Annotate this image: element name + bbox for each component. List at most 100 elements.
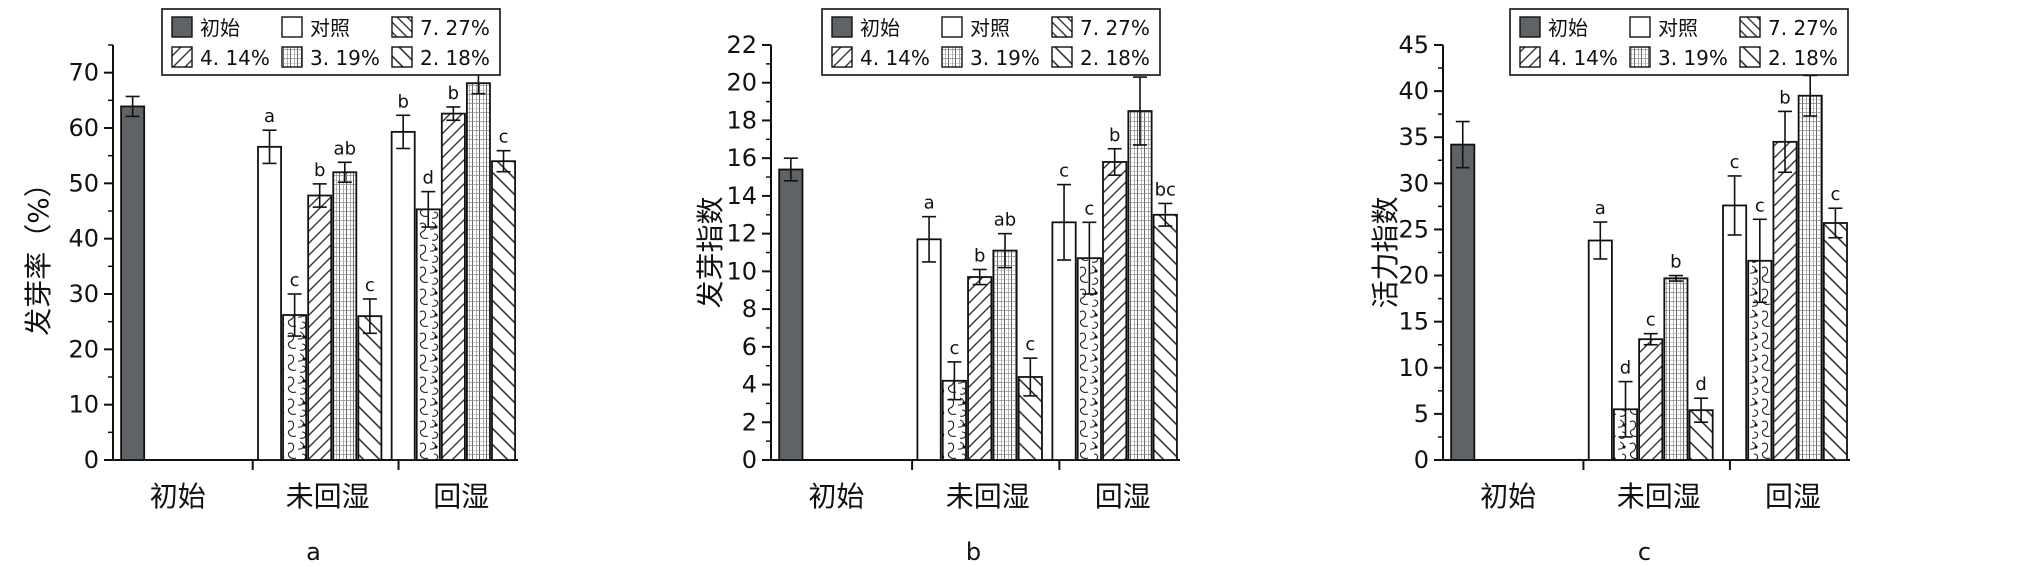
legend-swatch <box>941 46 963 68</box>
legend-swatch <box>1629 16 1651 38</box>
x-category-label: 初始 <box>808 480 864 513</box>
y-tick-label: 0 <box>742 446 757 474</box>
bar <box>440 112 466 461</box>
legend-swatch <box>1739 46 1761 68</box>
y-tick-label: 10 <box>1398 354 1429 382</box>
y-tick-label: 60 <box>68 114 99 142</box>
bar <box>120 105 146 461</box>
legend-entry-label: 2. 18% <box>1080 46 1150 70</box>
legend-entry-label: 初始 <box>200 16 240 40</box>
bar <box>1722 204 1748 461</box>
y-tick-label: 30 <box>1398 169 1429 197</box>
x-category-label: 回湿 <box>1095 480 1151 513</box>
significance-label: c <box>949 338 959 359</box>
legend-entry-label: 7. 27% <box>420 16 490 40</box>
significance-label: c <box>1730 152 1740 173</box>
legend-entry-label: 4. 14% <box>200 46 270 70</box>
significance-label: a <box>924 193 935 214</box>
significance-label: c <box>499 127 509 148</box>
y-tick-label: 50 <box>68 169 99 197</box>
bar <box>1772 140 1798 461</box>
legend-swatch <box>1739 16 1761 38</box>
bar <box>415 208 441 461</box>
legend-entry-label: 初始 <box>860 16 900 40</box>
legend-entry-label: 3. 19% <box>970 46 1040 70</box>
y-tick-label: 0 <box>1414 446 1429 474</box>
bar <box>465 82 491 461</box>
panel-label: c <box>1638 538 1651 566</box>
significance-label: b <box>1779 87 1790 108</box>
legend-entry-label: 3. 19% <box>1658 46 1728 70</box>
y-tick-label: 15 <box>1398 308 1429 336</box>
x-category-label: 未回湿 <box>1617 480 1701 513</box>
significance-label: d <box>423 168 434 189</box>
chart-panel-a: 010203040506070发芽率（%）初始未回湿回湿acbabcbdbaca… <box>22 8 518 566</box>
significance-label: a <box>1595 198 1606 219</box>
significance-label: b <box>397 91 408 112</box>
legend-swatch <box>281 16 303 38</box>
legend-entry-label: 7. 27% <box>1080 16 1150 40</box>
bar <box>1663 277 1689 461</box>
significance-label: bc <box>1155 179 1176 200</box>
x-category-label: 初始 <box>150 480 206 513</box>
legend-swatch <box>281 46 303 68</box>
bar <box>307 194 333 461</box>
y-tick-label: 18 <box>726 106 757 134</box>
x-category-label: 回湿 <box>433 480 489 513</box>
legend-entry-label: 初始 <box>1548 16 1588 40</box>
legend-swatch <box>171 16 193 38</box>
legend-swatch <box>1519 46 1541 68</box>
significance-label: b <box>974 245 985 266</box>
y-axis-title: 发芽指数 <box>694 196 727 308</box>
legend-swatch <box>831 16 853 38</box>
legend-entry-label: 2. 18% <box>1768 46 1838 70</box>
y-tick-label: 70 <box>68 59 99 87</box>
legend-entry-label: 对照 <box>1658 16 1698 40</box>
y-tick-label: 12 <box>726 220 757 248</box>
significance-label: c <box>1755 195 1765 216</box>
significance-label: d <box>1695 374 1706 395</box>
significance-label: c <box>1059 161 1069 182</box>
significance-label: ab <box>334 138 356 159</box>
x-category-label: 未回湿 <box>946 480 1030 513</box>
legend-entry-label: 7. 27% <box>1768 16 1838 40</box>
y-tick-label: 0 <box>84 446 99 474</box>
y-tick-label: 20 <box>68 335 99 363</box>
legend-box <box>161 8 501 76</box>
bar <box>1127 110 1153 461</box>
legend-swatch <box>941 16 963 38</box>
y-tick-label: 5 <box>1414 400 1429 428</box>
legend-entry-label: 对照 <box>970 16 1010 40</box>
significance-label: b <box>1670 252 1681 273</box>
y-tick-label: 40 <box>68 225 99 253</box>
legend: 初始 对照 7. 27% 4. 14% 3. 19% 2. 18% <box>1509 8 1849 76</box>
x-category-label: 未回湿 <box>286 480 370 513</box>
significance-label: c <box>365 275 375 296</box>
significance-label: b <box>314 160 325 181</box>
legend-swatch <box>391 16 413 38</box>
legend-box <box>821 8 1161 76</box>
y-tick-label: 4 <box>742 371 757 399</box>
bar <box>1797 94 1823 461</box>
bar <box>390 130 416 461</box>
bar <box>1450 143 1476 461</box>
legend-swatch <box>1051 46 1073 68</box>
bar <box>357 315 383 461</box>
y-tick-label: 30 <box>68 280 99 308</box>
y-tick-label: 20 <box>726 69 757 97</box>
y-tick-label: 6 <box>742 333 757 361</box>
legend-swatch <box>1629 46 1651 68</box>
legend-swatch <box>831 46 853 68</box>
significance-label: b <box>1109 125 1120 146</box>
significance-label: d <box>1620 358 1631 379</box>
bar <box>1587 239 1613 461</box>
panel-label: b <box>966 538 981 566</box>
y-tick-label: 25 <box>1398 215 1429 243</box>
y-tick-label: 20 <box>1398 262 1429 290</box>
y-tick-label: 16 <box>726 144 757 172</box>
bar <box>916 238 942 461</box>
legend-entry-label: 3. 19% <box>310 46 380 70</box>
bar <box>1638 338 1664 461</box>
